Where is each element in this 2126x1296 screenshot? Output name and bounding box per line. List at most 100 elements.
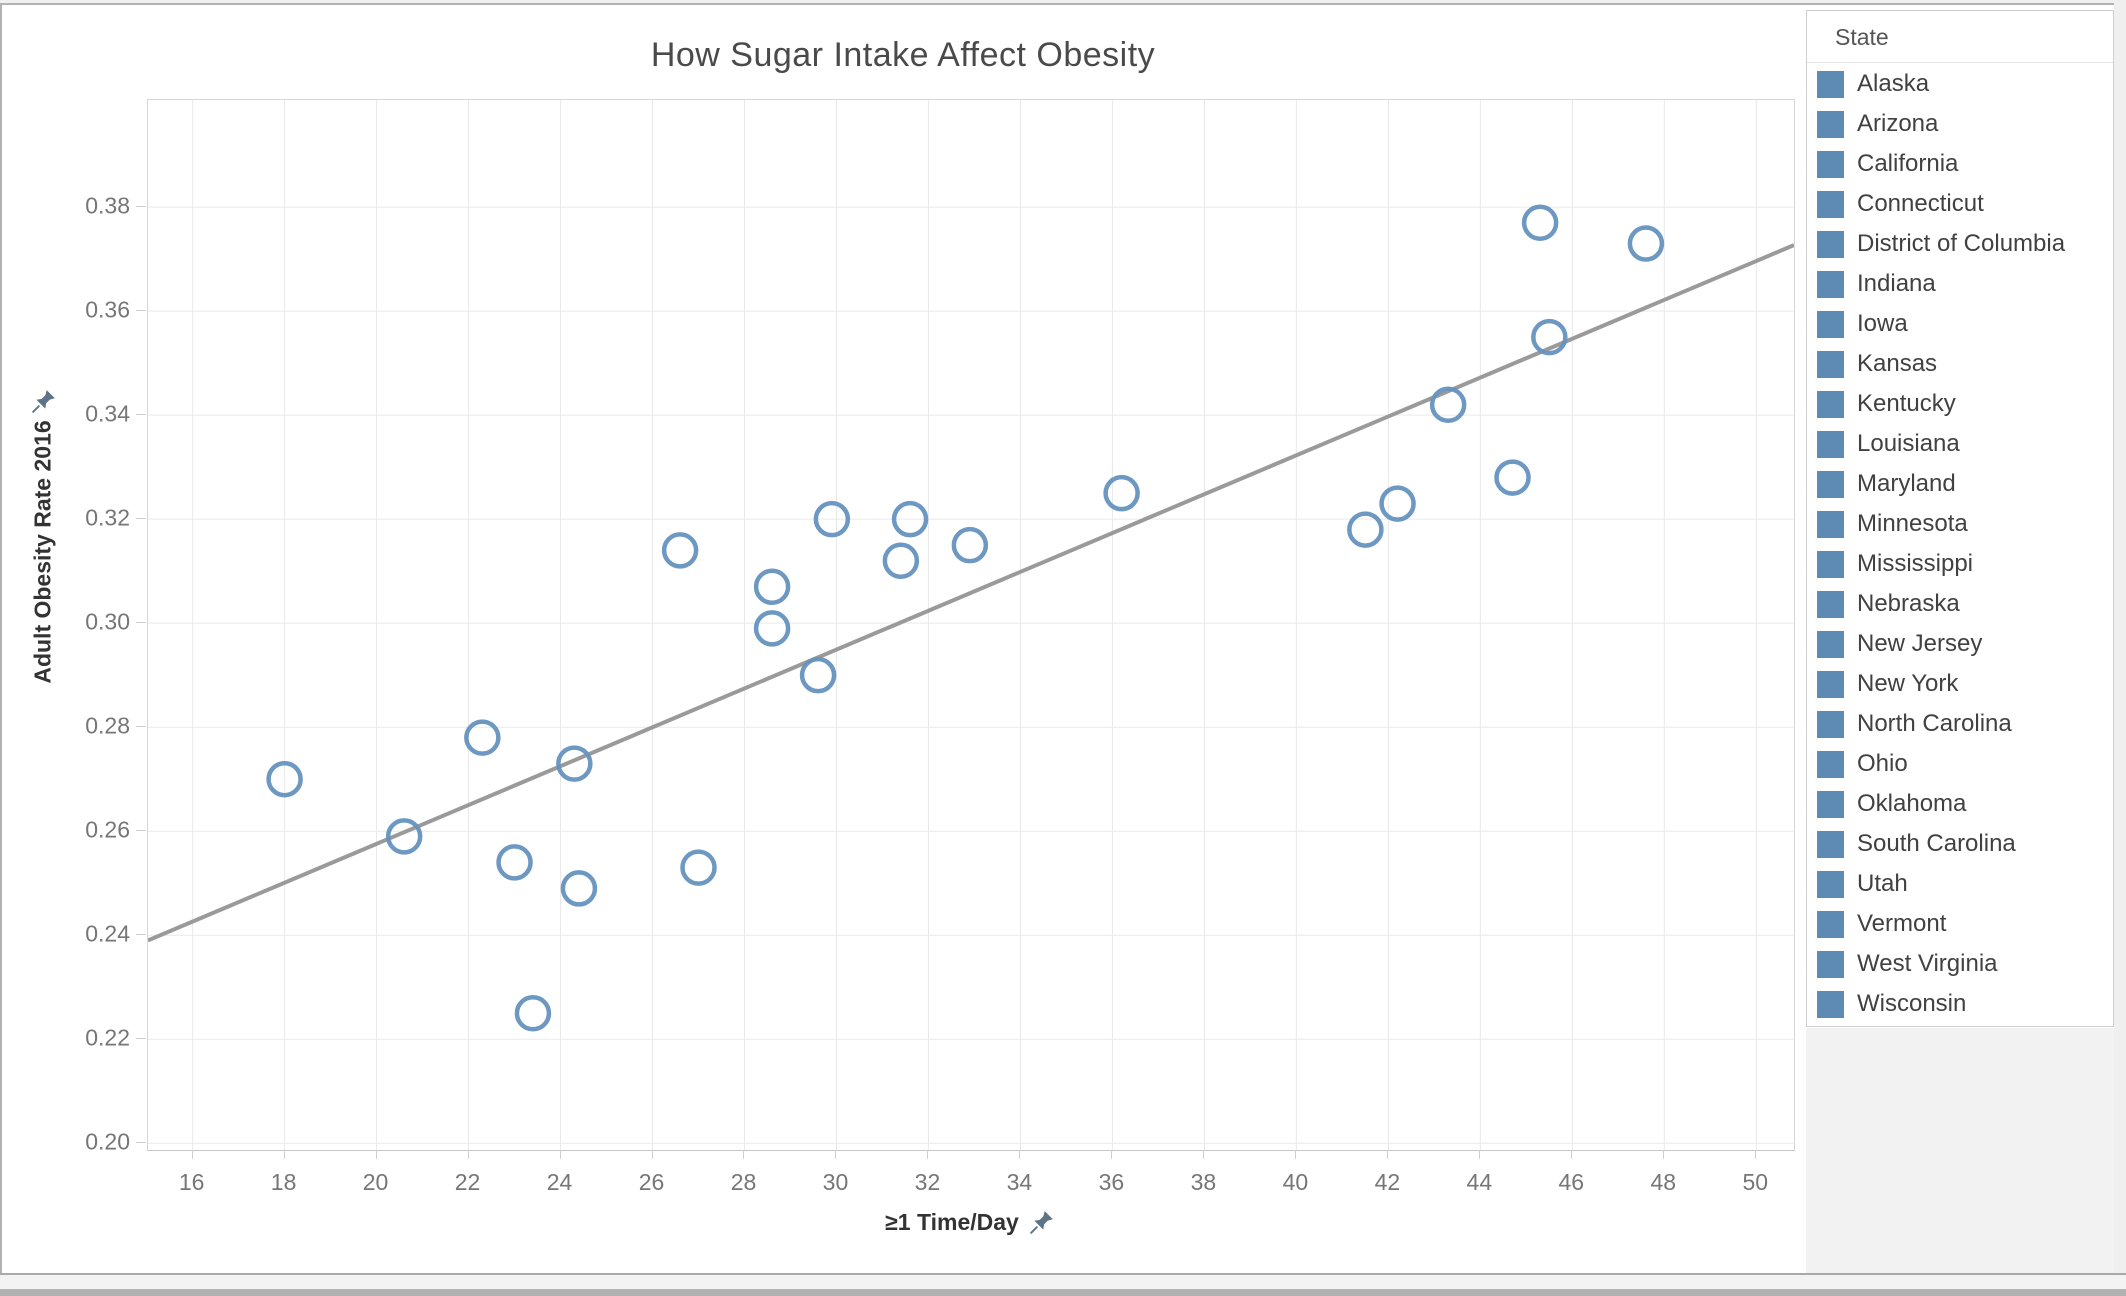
legend-swatch-icon [1817,310,1844,338]
legend-item[interactable]: Indiana [1807,264,2113,304]
legend-item[interactable]: Wisconsin [1807,984,2113,1024]
legend-item[interactable]: Arizona [1807,104,2113,144]
legend-item[interactable]: Ohio [1807,744,2113,784]
trend-line[interactable] [148,243,1794,943]
legend-item[interactable]: West Virginia [1807,944,2113,984]
legend-item-label: Kentucky [1857,390,1956,417]
scatter-point[interactable] [1521,204,1559,241]
legend-item-label: New York [1857,670,1959,697]
dashboard-bottom-border [0,1273,2126,1275]
x-tick-label: 30 [822,1169,849,1195]
legend-item-label: North Carolina [1857,710,2012,737]
legend-item[interactable]: Oklahoma [1807,784,2113,824]
legend-item[interactable]: Iowa [1807,304,2113,344]
scatter-point[interactable] [753,610,791,647]
y-axis: 0.20 0.22 0.24 0.26 0.28 0.30 0.32 0.34 0.36 0.38 [0,99,147,1155]
legend-item[interactable]: Vermont [1807,904,2113,944]
y-tick-mark [136,310,146,312]
scatter-point[interactable] [1429,386,1467,424]
legend-swatch-icon [1817,670,1844,698]
legend-swatch-icon [1817,950,1844,978]
scatter-point[interactable] [514,994,552,1032]
y-tick-mark [136,934,146,936]
x-axis: 16 18 20 22 24 26 28 30 32 34 36 38 40 42 44 46 48 50 [147,1150,1793,1220]
x-axis-title[interactable]: ≥1 Time/Day [885,1208,1019,1235]
legend-item[interactable]: Utah [1807,864,2113,904]
x-tick-label: 40 [1282,1169,1309,1195]
y-axis-title[interactable]: Adult Obesity Rate 2016 [29,420,56,684]
x-tick-mark [1019,1150,1021,1159]
scatter-point[interactable] [882,542,920,580]
scatter-point[interactable] [661,532,699,569]
legend-title: State [1835,24,1889,50]
y-tick-mark [136,726,146,728]
scatter-point[interactable] [1379,485,1416,522]
legend-item[interactable]: Kansas [1807,344,2113,384]
scatter-point[interactable] [813,500,851,538]
y-tick-mark [136,518,146,520]
scatter-point[interactable] [1103,474,1140,512]
x-tick-label: 42 [1374,1169,1401,1195]
scatter-point[interactable] [799,656,837,694]
legend-swatch-icon [1817,830,1844,858]
legend-item[interactable]: Connecticut [1807,184,2113,224]
scatter-point[interactable] [753,568,791,606]
scatter-point[interactable] [951,526,989,564]
legend-item-label: California [1857,150,1959,177]
legend-item-label: Oklahoma [1857,790,1967,817]
horizontal-scrollbar[interactable] [0,1289,2126,1296]
scatter-point[interactable] [560,870,598,907]
legend-item[interactable]: Maryland [1807,464,2113,504]
window-top-strip [0,0,2126,3]
scatter-point[interactable] [464,719,501,756]
scatter-point[interactable] [266,760,303,798]
x-tick-mark [1479,1150,1481,1159]
scatter-point[interactable] [1494,459,1531,496]
pin-icon[interactable] [31,388,57,414]
scatter-point[interactable] [1531,318,1568,356]
legend-item[interactable]: Louisiana [1807,424,2113,464]
legend-swatch-icon [1817,230,1844,258]
scatter-point[interactable] [1627,225,1665,262]
legend-swatch-icon [1817,710,1844,738]
legend-item-label: West Virginia [1857,950,1998,977]
legend-item[interactable]: California [1807,144,2113,184]
scatter-point[interactable] [1347,511,1384,548]
x-tick-label: 50 [1742,1169,1769,1195]
legend-item[interactable]: District of Columbia [1807,224,2113,264]
legend-swatch-icon [1817,790,1844,818]
scatter-point[interactable] [385,818,423,855]
legend-item[interactable]: Minnesota [1807,504,2113,544]
x-tick-mark [1755,1150,1757,1159]
legend-item[interactable]: Kentucky [1807,384,2113,424]
legend-item-label: Iowa [1857,310,1908,337]
scatter-point[interactable] [496,844,533,881]
y-tick-mark [136,1038,146,1040]
legend-swatch-icon [1817,870,1844,898]
scatter-point[interactable] [891,500,929,538]
legend-item[interactable]: South Carolina [1807,824,2113,864]
x-tick-label: 28 [730,1169,757,1195]
y-tick-mark [136,830,146,832]
plot-area[interactable] [147,99,1795,1151]
scatter-plot[interactable] [148,100,1794,1150]
y-tick-label: 0.22 [85,1024,130,1051]
y-tick-label: 0.24 [85,920,130,947]
legend-item[interactable]: New Jersey [1807,624,2113,664]
scatter-point[interactable] [556,745,593,782]
x-tick-mark [375,1150,377,1159]
legend-item-label: South Carolina [1857,830,2016,857]
legend-swatch-icon [1817,510,1844,538]
legend-item[interactable]: Mississippi [1807,544,2113,584]
y-tick-mark [136,622,146,624]
x-tick-label: 46 [1558,1169,1585,1195]
legend-item[interactable]: North Carolina [1807,704,2113,744]
legend-swatch-icon [1817,430,1844,458]
scatter-point[interactable] [680,849,717,886]
pin-icon[interactable] [1029,1209,1055,1235]
x-tick-label: 48 [1650,1169,1677,1195]
legend-item[interactable]: New York [1807,664,2113,704]
bottom-gutter [0,1275,2126,1289]
legend-item[interactable]: Alaska [1807,64,2113,104]
legend-item[interactable]: Nebraska [1807,584,2113,624]
